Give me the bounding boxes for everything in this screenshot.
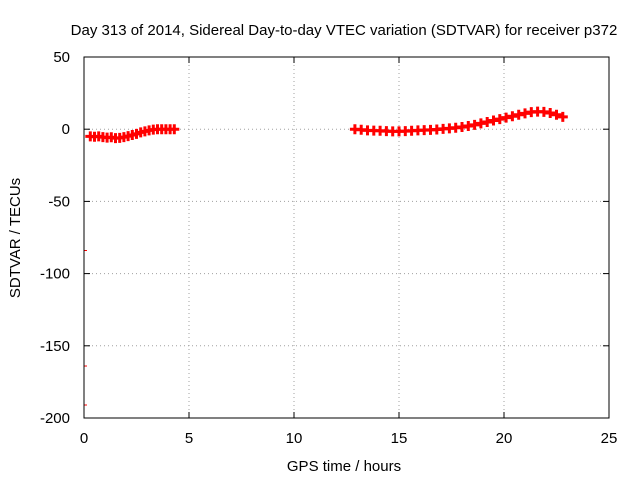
x-tick-label: 20 xyxy=(496,430,513,447)
x-tick-label: 10 xyxy=(286,430,303,447)
y-axis-label: SDTVAR / TECUs xyxy=(7,178,24,298)
y-tick-label: -150 xyxy=(40,338,70,355)
data-point xyxy=(551,109,562,120)
chart-title: Day 313 of 2014, Sidereal Day-to-day VTE… xyxy=(71,22,618,39)
y-tick-label: -200 xyxy=(40,410,70,427)
plot-frame xyxy=(83,56,610,419)
x-tick-label: 5 xyxy=(185,430,193,447)
y-tick-label: -50 xyxy=(48,193,70,210)
y-tick-label: -100 xyxy=(40,266,70,283)
data-point xyxy=(545,108,556,119)
data-point xyxy=(169,124,180,135)
y-tick-label: 50 xyxy=(53,49,70,66)
y-tick-label: 0 xyxy=(62,121,70,138)
data-point xyxy=(557,111,568,122)
series-group xyxy=(85,106,568,144)
x-axis-label: GPS time / hours xyxy=(287,458,401,475)
x-tick-label: 15 xyxy=(391,430,408,447)
x-tick-label: 0 xyxy=(80,430,88,447)
x-tick-label: 25 xyxy=(601,430,618,447)
marks-layer xyxy=(84,106,568,406)
